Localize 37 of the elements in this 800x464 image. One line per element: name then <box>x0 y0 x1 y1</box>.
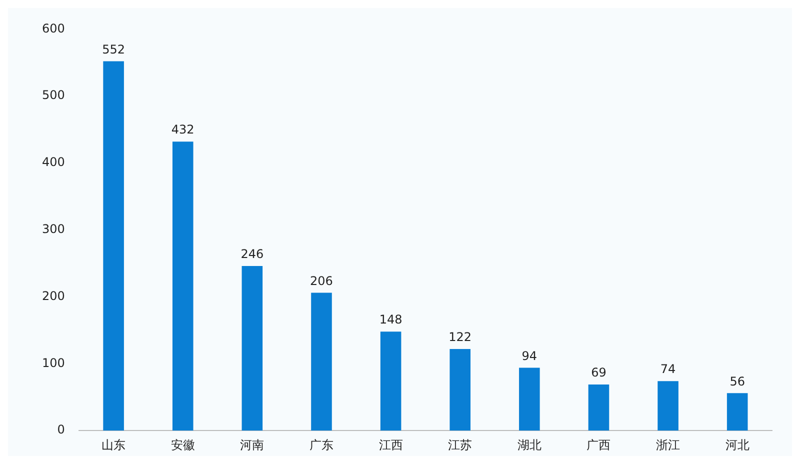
y-tick-label: 400 <box>42 155 65 170</box>
data-label: 94 <box>522 348 538 363</box>
x-tick-label: 江西 <box>378 438 403 452</box>
y-tick-label: 300 <box>42 222 65 236</box>
data-label: 122 <box>448 330 472 344</box>
x-tick-label: 江苏 <box>448 438 472 452</box>
bar <box>380 332 402 431</box>
bar <box>103 61 124 431</box>
data-label: 69 <box>591 366 606 380</box>
bar <box>658 381 678 431</box>
data-label: 148 <box>379 312 402 327</box>
bar <box>519 368 540 431</box>
data-label: 56 <box>730 374 745 388</box>
bar <box>450 348 471 431</box>
x-tick-label: 河北 <box>725 438 750 452</box>
bar <box>242 266 263 431</box>
bar <box>172 142 194 431</box>
x-tick-label: 广东 <box>309 438 334 452</box>
data-label: 432 <box>171 122 194 137</box>
x-tick-label: 广西 <box>586 438 611 452</box>
y-tick-label: 0 <box>57 422 65 437</box>
bar <box>726 393 748 431</box>
x-tick-label: 湖北 <box>517 438 542 452</box>
data-label: 552 <box>102 42 126 56</box>
y-tick-label: 500 <box>42 88 65 102</box>
bar <box>588 384 610 431</box>
data-label: 74 <box>660 362 676 376</box>
y-tick-label: 200 <box>42 288 65 303</box>
data-label: 246 <box>240 247 264 262</box>
x-tick-label: 山东 <box>102 438 126 452</box>
y-tick-label: 600 <box>42 21 65 36</box>
data-label: 206 <box>310 274 333 288</box>
y-tick-label: 100 <box>42 356 65 370</box>
x-tick-label: 河南 <box>240 438 264 452</box>
x-tick-label: 浙江 <box>656 438 680 452</box>
x-tick-label: 安徽 <box>170 438 195 452</box>
bar <box>311 292 332 431</box>
